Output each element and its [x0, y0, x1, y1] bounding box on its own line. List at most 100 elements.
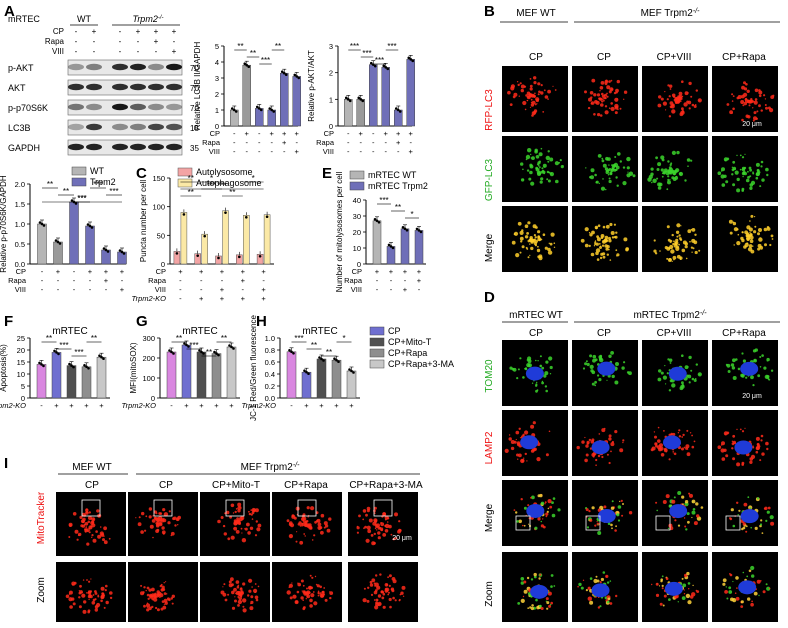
puncta [683, 446, 686, 449]
puncta [668, 389, 672, 392]
treatment-label: Rapa [148, 276, 167, 285]
puncta [317, 522, 322, 527]
puncta [549, 365, 553, 370]
puncta [594, 100, 598, 104]
puncta [615, 91, 618, 94]
puncta [748, 104, 751, 107]
blot-band [166, 123, 182, 131]
puncta [582, 579, 585, 581]
blot-band [148, 83, 164, 91]
data-dot [409, 58, 413, 61]
blot-band [86, 123, 102, 131]
puncta [306, 506, 310, 510]
puncta [548, 356, 553, 361]
data-dot [72, 365, 75, 369]
puncta [608, 239, 612, 243]
puncta [302, 584, 305, 587]
puncta [522, 168, 524, 171]
puncta [92, 594, 95, 596]
blot-band [166, 63, 182, 71]
panel-b-col-2: CP [597, 52, 611, 63]
puncta [597, 154, 602, 158]
puncta [83, 523, 86, 526]
zoom-box [585, 515, 601, 531]
chart-mitosox: 0100200300MFI(mitoSOX)mRTEC*********Trpm… [122, 326, 240, 410]
puncta [741, 118, 744, 122]
puncta [611, 88, 613, 91]
puncta [770, 95, 775, 99]
micrograph-background [128, 562, 198, 622]
treatment-label: VIII [209, 147, 220, 156]
puncta [623, 98, 625, 101]
puncta [669, 526, 674, 531]
puncta [619, 160, 622, 163]
puncta [676, 223, 681, 228]
puncta [730, 508, 734, 512]
puncta [547, 179, 551, 183]
puncta [295, 540, 298, 543]
puncta [374, 585, 376, 587]
puncta [147, 597, 150, 600]
puncta [728, 590, 733, 594]
puncta [689, 493, 693, 498]
puncta [741, 156, 745, 159]
treatment-sign: + [261, 294, 266, 303]
puncta [548, 430, 551, 433]
puncta [616, 79, 620, 84]
puncta [732, 440, 737, 445]
puncta [535, 598, 538, 602]
puncta [515, 438, 517, 441]
blot-band [130, 63, 146, 71]
puncta [585, 360, 588, 363]
puncta [296, 531, 298, 533]
blot-band [68, 103, 84, 111]
panel-b-micrograph [642, 66, 708, 132]
puncta [752, 107, 754, 109]
bar [69, 201, 79, 265]
blot-sign: + [172, 27, 177, 36]
puncta [151, 595, 153, 598]
puncta [309, 604, 313, 608]
puncta [394, 599, 397, 602]
puncta [386, 517, 390, 520]
y-tick-label: 3 [329, 42, 333, 51]
treatment-sign: - [376, 285, 379, 294]
puncta [520, 458, 525, 464]
puncta [236, 585, 240, 589]
panel-d-group-ko: mRTEC Trpm2-/- [633, 310, 707, 321]
legend-swatch [349, 181, 365, 191]
puncta [681, 248, 686, 253]
puncta [244, 527, 248, 531]
data-dot [389, 245, 393, 248]
puncta [315, 511, 319, 514]
panel-b-col-1: CP [529, 52, 543, 63]
legend-swatch [369, 326, 385, 336]
puncta [669, 358, 673, 362]
puncta [593, 113, 596, 116]
puncta [760, 109, 763, 112]
puncta [382, 591, 385, 593]
puncta [156, 608, 160, 612]
puncta [615, 362, 619, 366]
puncta [317, 590, 320, 593]
puncta [173, 516, 177, 520]
puncta [520, 581, 524, 585]
puncta [692, 508, 696, 511]
puncta [517, 221, 522, 226]
puncta [248, 512, 252, 516]
puncta [540, 524, 545, 528]
puncta [329, 596, 332, 600]
puncta [615, 525, 617, 528]
treatment-sign: - [73, 276, 76, 285]
puncta [241, 538, 247, 543]
puncta [625, 247, 629, 251]
puncta [730, 363, 735, 367]
puncta [586, 526, 590, 529]
blot-band [68, 83, 84, 91]
puncta [691, 228, 696, 232]
panel-d-micrograph [712, 340, 778, 406]
puncta [87, 528, 90, 530]
puncta [520, 498, 523, 501]
sig-label: *** [189, 341, 198, 350]
puncta [257, 585, 260, 588]
